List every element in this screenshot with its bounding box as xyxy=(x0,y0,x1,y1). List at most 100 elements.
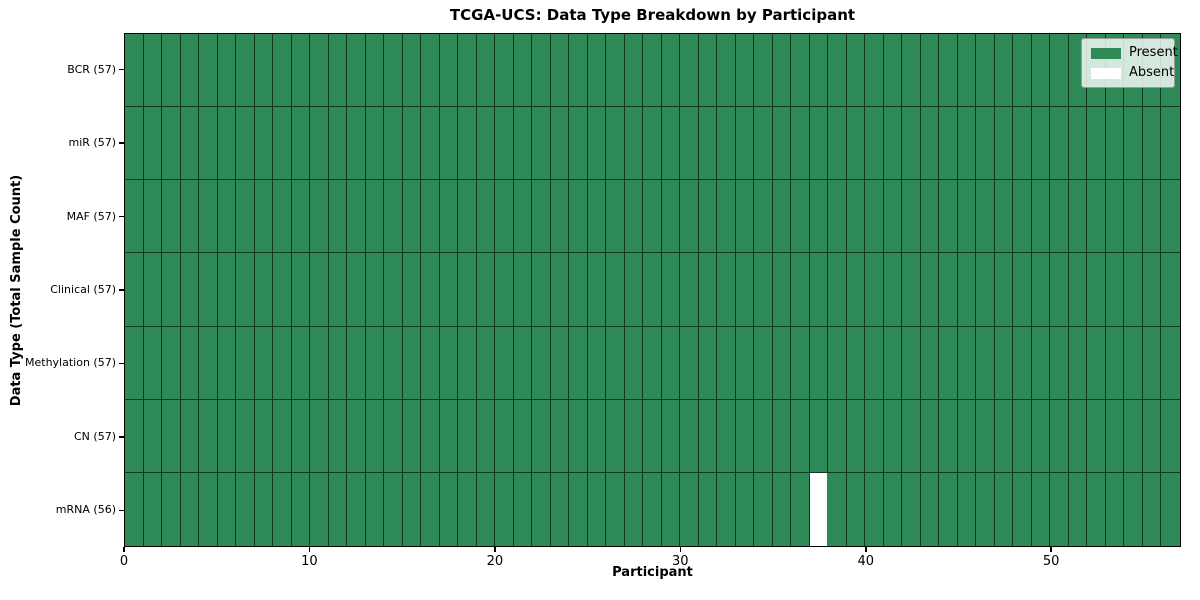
heatmap-cell-present xyxy=(957,107,977,181)
heatmap-cell-present xyxy=(365,34,385,108)
heatmap-cell-present xyxy=(162,253,181,327)
heatmap-cell-present xyxy=(402,253,422,327)
heatmap-cell-present xyxy=(125,180,144,254)
x-tick-label: 40 xyxy=(857,554,875,569)
heatmap-cell-present xyxy=(495,253,514,327)
heatmap-cell-present xyxy=(125,107,144,181)
heatmap-cell-present xyxy=(217,399,237,473)
heatmap-cell-present xyxy=(550,180,570,254)
heatmap-cell-present xyxy=(199,472,218,546)
heatmap-cell-present xyxy=(624,34,644,108)
heatmap-cell-present xyxy=(402,399,422,473)
legend-item: Absent xyxy=(1091,66,1174,80)
heatmap-cell-present xyxy=(532,326,551,400)
heatmap-cell-present xyxy=(939,253,958,327)
heatmap-cell-present xyxy=(1161,253,1180,327)
heatmap-cell-present xyxy=(458,34,477,108)
heatmap-cell-present xyxy=(772,326,792,400)
heatmap-cell-present xyxy=(495,399,514,473)
heatmap-cell-present xyxy=(199,107,218,181)
heatmap-cell-present xyxy=(1068,107,1088,181)
heatmap-cell-present xyxy=(939,472,958,546)
heatmap-cell-present xyxy=(920,107,940,181)
heatmap-cell-present xyxy=(994,472,1014,546)
heatmap-cell-present xyxy=(310,107,329,181)
heatmap-cell-present xyxy=(162,399,181,473)
heatmap-cell-present xyxy=(125,399,144,473)
heatmap-cell-present xyxy=(920,34,940,108)
heatmap-cell-present xyxy=(846,253,866,327)
heatmap-cell-present xyxy=(661,180,681,254)
heatmap-cell-present xyxy=(939,399,958,473)
heatmap-cell-present xyxy=(717,472,736,546)
heatmap-cell-present xyxy=(143,34,163,108)
heatmap-cell-present xyxy=(439,399,459,473)
heatmap-cell-present xyxy=(236,253,255,327)
heatmap-cell-present xyxy=(883,180,903,254)
heatmap-cell-present xyxy=(754,326,773,400)
x-axis-label: Participant xyxy=(612,565,693,580)
heatmap-cell-present xyxy=(273,34,292,108)
heatmap-cell-present xyxy=(698,107,718,181)
heatmap-cell-present xyxy=(421,326,440,400)
heatmap-cell-present xyxy=(458,107,477,181)
heatmap-cell-present xyxy=(273,399,292,473)
heatmap-cell-present xyxy=(939,326,958,400)
heatmap-cell-present xyxy=(273,253,292,327)
heatmap-cell-present xyxy=(1087,253,1106,327)
heatmap-cell-present xyxy=(180,472,200,546)
heatmap-cell-present xyxy=(421,399,440,473)
heatmap-cell-present xyxy=(717,399,736,473)
heatmap-cell-present xyxy=(1124,326,1143,400)
heatmap-cell-present xyxy=(513,326,533,400)
heatmap-cell-present xyxy=(347,107,366,181)
y-tick-mark xyxy=(119,68,124,71)
y-tick-mark xyxy=(119,362,124,365)
heatmap-cell-present xyxy=(476,180,496,254)
heatmap-cell-present xyxy=(828,326,847,400)
heatmap-cell-present xyxy=(643,399,662,473)
heatmap-cell-present xyxy=(957,253,977,327)
heatmap-cell-present xyxy=(1050,326,1069,400)
heatmap-cell-present xyxy=(569,107,588,181)
heatmap-cell-present xyxy=(920,472,940,546)
heatmap-cell-present xyxy=(1142,180,1162,254)
heatmap-cell-present xyxy=(828,107,847,181)
heatmap-cell-present xyxy=(735,326,755,400)
heatmap-cell-present xyxy=(513,107,533,181)
heatmap-cell-present xyxy=(643,472,662,546)
heatmap-cell-present xyxy=(495,107,514,181)
heatmap-cell-present xyxy=(698,34,718,108)
heatmap-cell-present xyxy=(809,326,829,400)
heatmap-cell-present xyxy=(180,107,200,181)
heatmap-cell-present xyxy=(1031,34,1051,108)
heatmap-cell-present xyxy=(754,399,773,473)
heatmap-cell-present xyxy=(476,107,496,181)
heatmap-cell-present xyxy=(550,34,570,108)
heatmap-cell-present xyxy=(698,472,718,546)
heatmap-cell-present xyxy=(125,326,144,400)
heatmap-cell-present xyxy=(791,107,810,181)
heatmap-cell-present xyxy=(1087,399,1106,473)
heatmap-cell-present xyxy=(217,180,237,254)
heatmap-cell-present xyxy=(772,253,792,327)
heatmap-cell-present xyxy=(532,472,551,546)
x-tick-mark xyxy=(494,547,496,552)
x-tick-label: 0 xyxy=(119,554,129,569)
heatmap-cell-present xyxy=(902,399,921,473)
heatmap-cell-present xyxy=(1031,107,1051,181)
heatmap-cell-present xyxy=(439,472,459,546)
y-tick-label: miR (57) xyxy=(68,136,117,150)
heatmap-cell-present xyxy=(199,326,218,400)
heatmap-cell-present xyxy=(772,180,792,254)
heatmap-cell-present xyxy=(421,472,440,546)
heatmap-cell-present xyxy=(754,107,773,181)
heatmap-cell-present xyxy=(495,326,514,400)
heatmap-cell-present xyxy=(920,326,940,400)
heatmap-cell-present xyxy=(1087,472,1106,546)
heatmap-cell-present xyxy=(291,326,311,400)
heatmap-cell-present xyxy=(162,107,181,181)
x-tick-mark xyxy=(865,547,867,552)
heatmap-cell-present xyxy=(217,472,237,546)
